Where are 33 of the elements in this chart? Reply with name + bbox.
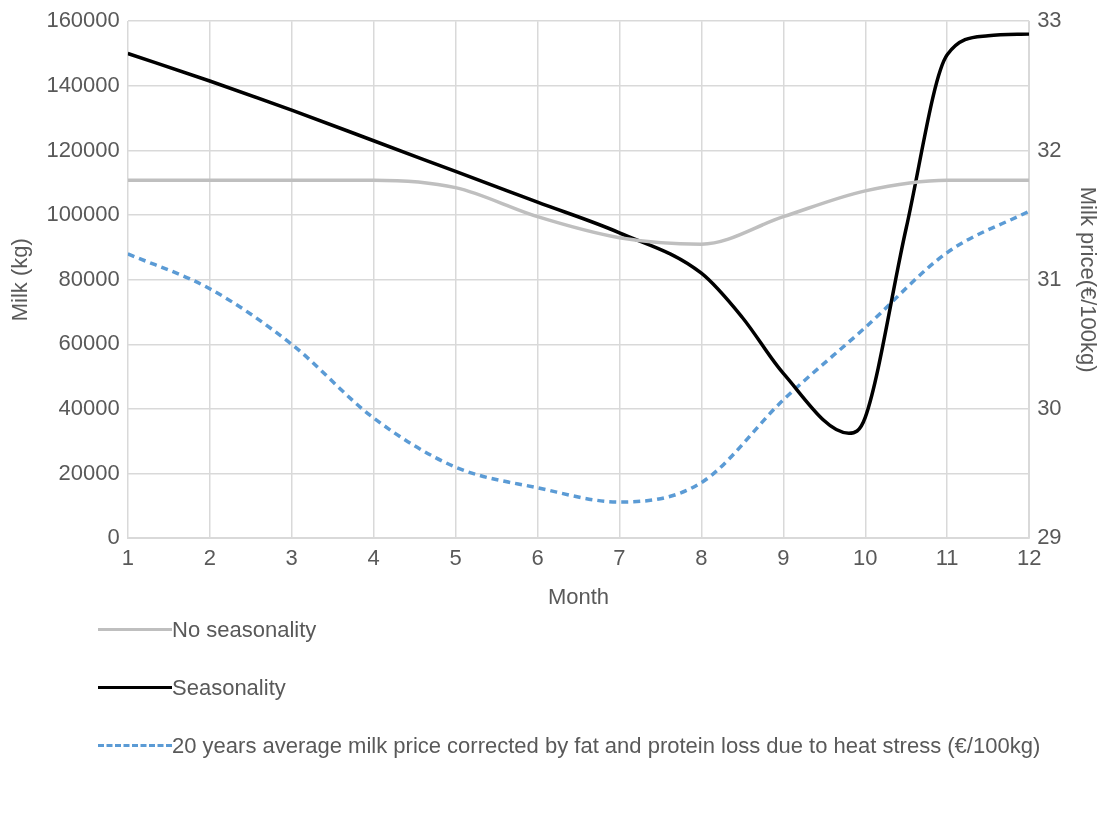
y2-tick-label: 31 [1037,265,1062,291]
y-tick-label: 100000 [46,201,120,227]
legend-label: No seasonality [172,616,317,644]
x-tick-label: 4 [367,545,380,571]
x-tick-label: 5 [449,545,462,571]
x-tick-label: 9 [777,545,790,571]
y-tick-label: 40000 [58,395,120,421]
legend-label: 20 years average milk price corrected by fat and protein loss due to heat stress (€/100kg) [172,732,1041,760]
y-tick-label: 20000 [58,459,120,485]
x-tick-label: 8 [695,545,708,571]
x-tick-label: 10 [853,545,878,571]
y-tick-label: 60000 [58,330,120,356]
y-tick-label: 120000 [46,136,120,162]
y-tick-label: 140000 [46,71,120,97]
line-series [127,209,1030,504]
y-tick-label: 0 [107,524,120,550]
line-series [127,178,1030,246]
x-tick-label: 1 [121,545,134,571]
y2-tick-label: 30 [1037,395,1062,421]
legend-label: Seasonality [172,674,286,702]
x-tick-label: 2 [203,545,216,571]
x-tick-label: 11 [935,545,959,571]
x-tick-label: 3 [285,545,298,571]
x-axis-title: Month [547,583,610,609]
y2-tick-label: 33 [1037,7,1062,33]
y-tick-label: 80000 [58,265,120,291]
y2-tick-label: 32 [1037,136,1062,162]
x-tick-label: 7 [613,545,626,571]
y-axis-title: Milk (kg) [7,238,33,322]
line-series [127,32,1030,435]
y2-axis-title: Milk price(€/100kg) [1075,186,1101,373]
x-tick-label: 6 [531,545,544,571]
y-tick-label: 160000 [46,7,120,33]
